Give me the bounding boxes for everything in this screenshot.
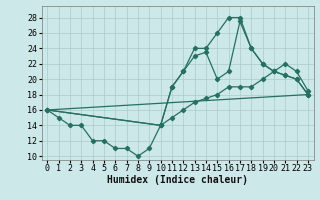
X-axis label: Humidex (Indice chaleur): Humidex (Indice chaleur) bbox=[107, 175, 248, 185]
